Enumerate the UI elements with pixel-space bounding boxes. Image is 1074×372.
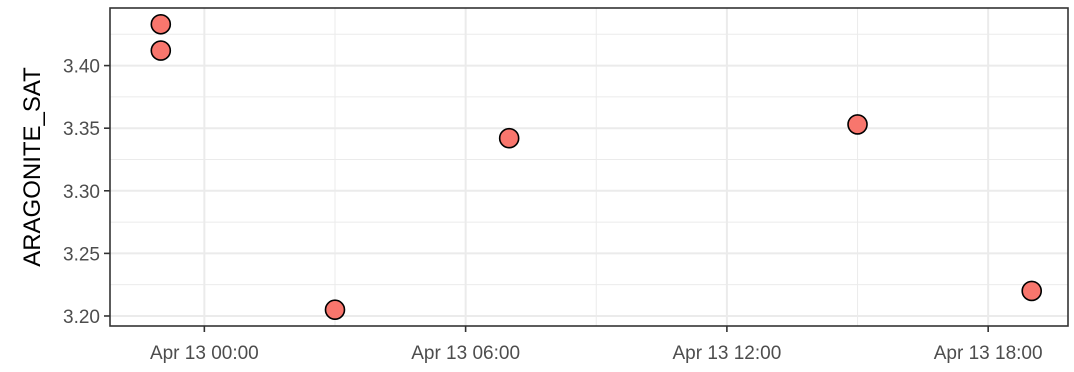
data-point — [150, 40, 172, 61]
y-tick-label: 3.30 — [63, 182, 100, 203]
x-tick-label: Apr 13 00:00 — [150, 343, 259, 364]
x-tick-label: Apr 13 18:00 — [934, 343, 1043, 364]
data-point — [498, 127, 520, 149]
grid-major — [110, 8, 1068, 326]
panel-border — [109, 7, 1069, 327]
x-tick-label: Apr 13 12:00 — [672, 343, 781, 364]
x-axis-tick-labels: Apr 13 00:00 Apr 13 06:00 Apr 13 12:00 Apr … — [150, 343, 1043, 364]
data-point — [1021, 280, 1043, 302]
y-axis-tick-labels: 3.20 3.25 3.30 3.35 3.40 — [63, 57, 100, 328]
data-points — [150, 13, 1043, 321]
y-tick-label: 3.25 — [63, 244, 100, 265]
data-point — [324, 299, 346, 321]
x-tick-label: Apr 13 06:00 — [411, 343, 520, 364]
y-axis-title: ARAGONITE_SAT — [19, 67, 46, 267]
grid-minor — [110, 8, 1068, 326]
data-point — [150, 13, 172, 35]
axis-ticks — [104, 64, 989, 332]
data-point — [847, 114, 868, 135]
y-tick-label: 3.20 — [63, 307, 100, 328]
y-tick-label: 3.40 — [63, 57, 100, 78]
y-tick-label: 3.35 — [63, 119, 100, 140]
